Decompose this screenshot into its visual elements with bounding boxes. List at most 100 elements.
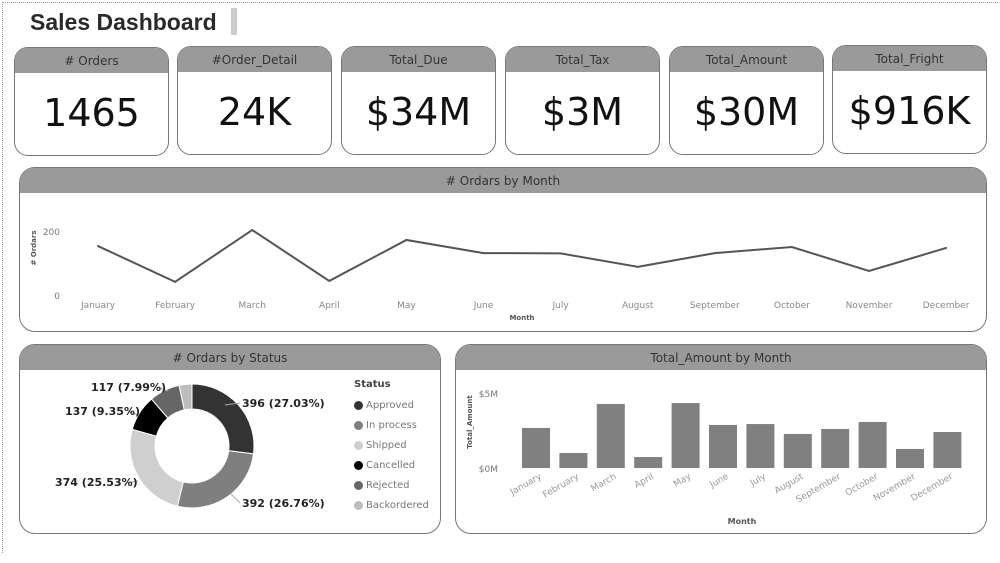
y-tick-label: $5M bbox=[479, 390, 498, 400]
legend-label: Rejected bbox=[366, 479, 410, 491]
kpi-label: Total_Fright bbox=[833, 46, 986, 71]
leader-line bbox=[229, 492, 241, 504]
legend-item[interactable]: In process bbox=[354, 415, 429, 435]
legend-label: Cancelled bbox=[366, 459, 416, 471]
kpi-card-orders[interactable]: # Orders 1465 bbox=[14, 47, 169, 156]
legend-label: Shipped bbox=[366, 439, 407, 451]
data-point bbox=[405, 238, 408, 241]
kpi-value: $3M bbox=[541, 90, 624, 134]
kpi-value: $30M bbox=[693, 90, 800, 134]
chart-title: Total_Amount by Month bbox=[456, 345, 986, 370]
leader-line bbox=[124, 480, 139, 484]
x-tick-label: June bbox=[708, 472, 731, 491]
slice-label-cancelled: 137 (9.35%) bbox=[65, 405, 141, 418]
bar-april bbox=[634, 457, 663, 468]
kpi-value: 24K bbox=[217, 90, 292, 134]
x-axis-title: Month bbox=[509, 314, 534, 322]
slice-shipped bbox=[129, 428, 184, 507]
x-tick-label: February bbox=[541, 472, 581, 501]
x-tick-label: September bbox=[690, 301, 740, 311]
legend-dot-icon bbox=[354, 500, 363, 510]
x-tick-label: November bbox=[846, 301, 893, 311]
x-tick-label: January bbox=[508, 472, 544, 499]
data-point bbox=[328, 279, 331, 282]
kpi-card-total-amount[interactable]: Total_Amount $30M bbox=[669, 46, 824, 155]
slice-label-rejected: 117 (7.99%) bbox=[91, 381, 167, 394]
legend-label: Backordered bbox=[366, 499, 429, 511]
chart-title: # Ordars by Status bbox=[20, 345, 440, 370]
data-point bbox=[174, 280, 177, 283]
orders-by-month-panel[interactable]: # Ordars by Month 0 200 # Ordars Month Janua… bbox=[19, 167, 987, 332]
kpi-card-order-detail[interactable]: #Order_Detail 24K bbox=[177, 46, 332, 155]
x-axis-title: Month bbox=[728, 517, 757, 526]
y-axis-title: Total_Amount bbox=[466, 395, 474, 449]
kpi-label: Total_Amount bbox=[670, 47, 823, 72]
kpi-value: 1465 bbox=[43, 91, 140, 135]
x-tick-label: March bbox=[590, 472, 619, 494]
legend-item[interactable]: Rejected bbox=[354, 475, 429, 495]
donut-chart bbox=[124, 383, 255, 509]
data-point bbox=[713, 252, 716, 255]
x-tick-label: August bbox=[622, 301, 654, 311]
bar-december bbox=[933, 432, 962, 468]
amount-by-month-panel[interactable]: Total_Amount by Month $0M $5M Total_Amount… bbox=[455, 344, 987, 534]
x-tick-label: July bbox=[748, 472, 768, 490]
legend-dot-icon bbox=[354, 480, 363, 490]
x-tick-label: April bbox=[319, 301, 340, 311]
slice-approved bbox=[191, 383, 255, 455]
legend-item[interactable]: Cancelled bbox=[354, 455, 429, 475]
x-tick-label: May bbox=[672, 472, 694, 490]
slice-label-shipped: 374 (25.53%) bbox=[55, 476, 138, 489]
title-accent bbox=[231, 8, 237, 35]
x-tick-label: February bbox=[155, 301, 196, 311]
legend-label: In process bbox=[366, 419, 417, 431]
x-tick-label: May bbox=[397, 301, 416, 311]
x-tick-label: December bbox=[909, 472, 955, 504]
bar-march bbox=[596, 403, 625, 468]
x-tick-label: December bbox=[923, 301, 970, 311]
slice-backordered bbox=[178, 383, 193, 411]
bar-november bbox=[896, 448, 924, 468]
legend-dot-icon bbox=[354, 420, 363, 430]
kpi-label: #Order_Detail bbox=[178, 47, 331, 72]
kpi-card-total-tax[interactable]: Total_Tax $3M bbox=[505, 46, 660, 155]
data-point bbox=[868, 270, 870, 272]
x-tick-label: March bbox=[238, 301, 265, 311]
bar-january bbox=[522, 427, 550, 468]
leader-line bbox=[157, 386, 169, 392]
line-chart: 0 200 # Ordars Month January February March Apr… bbox=[30, 228, 970, 322]
report-canvas bbox=[2, 2, 998, 553]
kpi-value: $34M bbox=[365, 90, 472, 134]
data-point bbox=[559, 252, 562, 255]
chart-title: # Ordars by Month bbox=[20, 168, 986, 193]
leader-line bbox=[224, 402, 241, 406]
x-tick-label: October bbox=[774, 301, 810, 311]
legend-item[interactable]: Shipped bbox=[354, 435, 429, 455]
bar-august bbox=[783, 433, 812, 468]
data-point bbox=[636, 265, 639, 268]
bar-october bbox=[858, 421, 887, 468]
page-title: Sales Dashboard bbox=[30, 9, 217, 35]
kpi-card-total-due[interactable]: Total_Due $34M bbox=[341, 46, 496, 155]
bar-may bbox=[671, 403, 700, 468]
x-tick-label: January bbox=[80, 301, 116, 311]
legend-dot-icon bbox=[354, 460, 363, 470]
kpi-label: Total_Tax bbox=[506, 47, 659, 72]
data-point bbox=[251, 229, 254, 232]
bar-june bbox=[709, 424, 737, 468]
data-point bbox=[790, 246, 793, 248]
data-point bbox=[945, 246, 948, 249]
y-axis-title: # Ordars bbox=[30, 230, 38, 265]
y-tick-label: $0M bbox=[479, 465, 498, 475]
legend-item[interactable]: Backordered bbox=[354, 495, 429, 515]
leader-line bbox=[127, 410, 139, 416]
data-point bbox=[97, 245, 99, 248]
orders-by-status-panel[interactable]: # Ordars by Status 396 (27.03%) 392 (26.… bbox=[19, 344, 441, 534]
y-tick-label: 200 bbox=[43, 228, 60, 238]
data-point bbox=[482, 252, 485, 255]
kpi-card-total-fright[interactable]: Total_Fright $916K bbox=[832, 45, 987, 154]
legend-item[interactable]: Approved bbox=[354, 395, 429, 415]
x-tick-label: July bbox=[552, 301, 570, 311]
legend-dot-icon bbox=[354, 400, 363, 410]
